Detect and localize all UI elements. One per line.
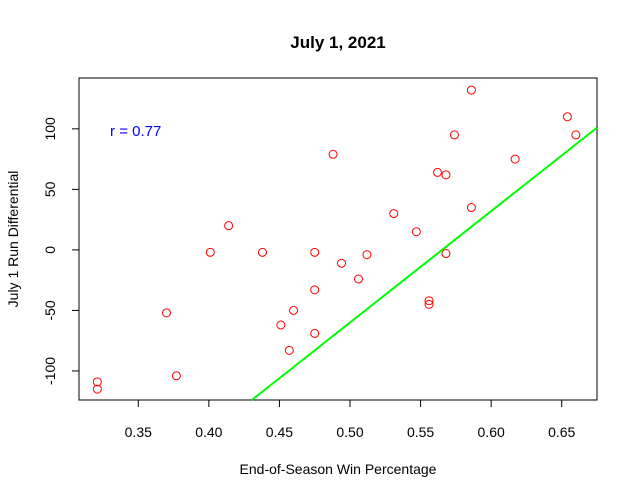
x-axis: 0.35 0.40 0.45 0.50 0.55 0.60 0.65	[125, 399, 576, 440]
plot-area	[92, 85, 598, 401]
data-point	[224, 221, 234, 231]
data-point	[466, 85, 476, 95]
correlation-annotation: r = 0.77	[110, 123, 161, 140]
data-point	[441, 249, 451, 259]
data-point	[92, 377, 102, 387]
data-point	[411, 227, 421, 237]
y-axis: -100 -50 0 50 100	[42, 117, 80, 385]
data-point	[433, 167, 443, 177]
x-tick-label: 0.60	[478, 424, 505, 440]
data-point	[92, 384, 102, 394]
data-point	[162, 308, 172, 318]
y-tick-label: 50	[42, 181, 58, 197]
data-point	[441, 170, 451, 180]
data-point	[310, 247, 320, 257]
x-tick-label: 0.35	[125, 424, 152, 440]
data-point	[289, 305, 299, 315]
data-point	[362, 250, 372, 260]
regression-line	[251, 126, 598, 401]
y-tick-label: 0	[42, 246, 58, 254]
y-axis-label: July 1 Run Differential	[5, 171, 21, 308]
data-point	[424, 299, 434, 309]
data-point	[389, 209, 399, 219]
data-point	[205, 247, 215, 257]
data-point	[510, 154, 520, 164]
y-tick-label: -50	[42, 300, 58, 320]
data-point	[353, 274, 363, 284]
data-point	[276, 320, 286, 330]
y-tick-label: 100	[42, 117, 58, 141]
data-points	[92, 85, 581, 394]
x-tick-label: 0.50	[336, 424, 363, 440]
data-point	[310, 285, 320, 295]
data-point	[337, 258, 347, 268]
data-point	[171, 371, 181, 381]
data-point	[562, 112, 572, 122]
data-point	[310, 328, 320, 338]
data-point	[466, 203, 476, 213]
x-tick-label: 0.65	[548, 424, 575, 440]
data-point	[571, 130, 581, 140]
x-tick-label: 0.40	[195, 424, 222, 440]
data-point	[257, 247, 267, 257]
x-tick-label: 0.55	[407, 424, 434, 440]
x-axis-label: End-of-Season Win Percentage	[240, 461, 437, 477]
x-tick-label: 0.45	[266, 424, 293, 440]
data-point	[424, 296, 434, 306]
chart-title: July 1, 2021	[290, 33, 385, 52]
data-point	[449, 130, 459, 140]
data-point	[284, 345, 294, 355]
y-tick-label: -100	[42, 357, 58, 385]
data-point	[328, 149, 338, 159]
